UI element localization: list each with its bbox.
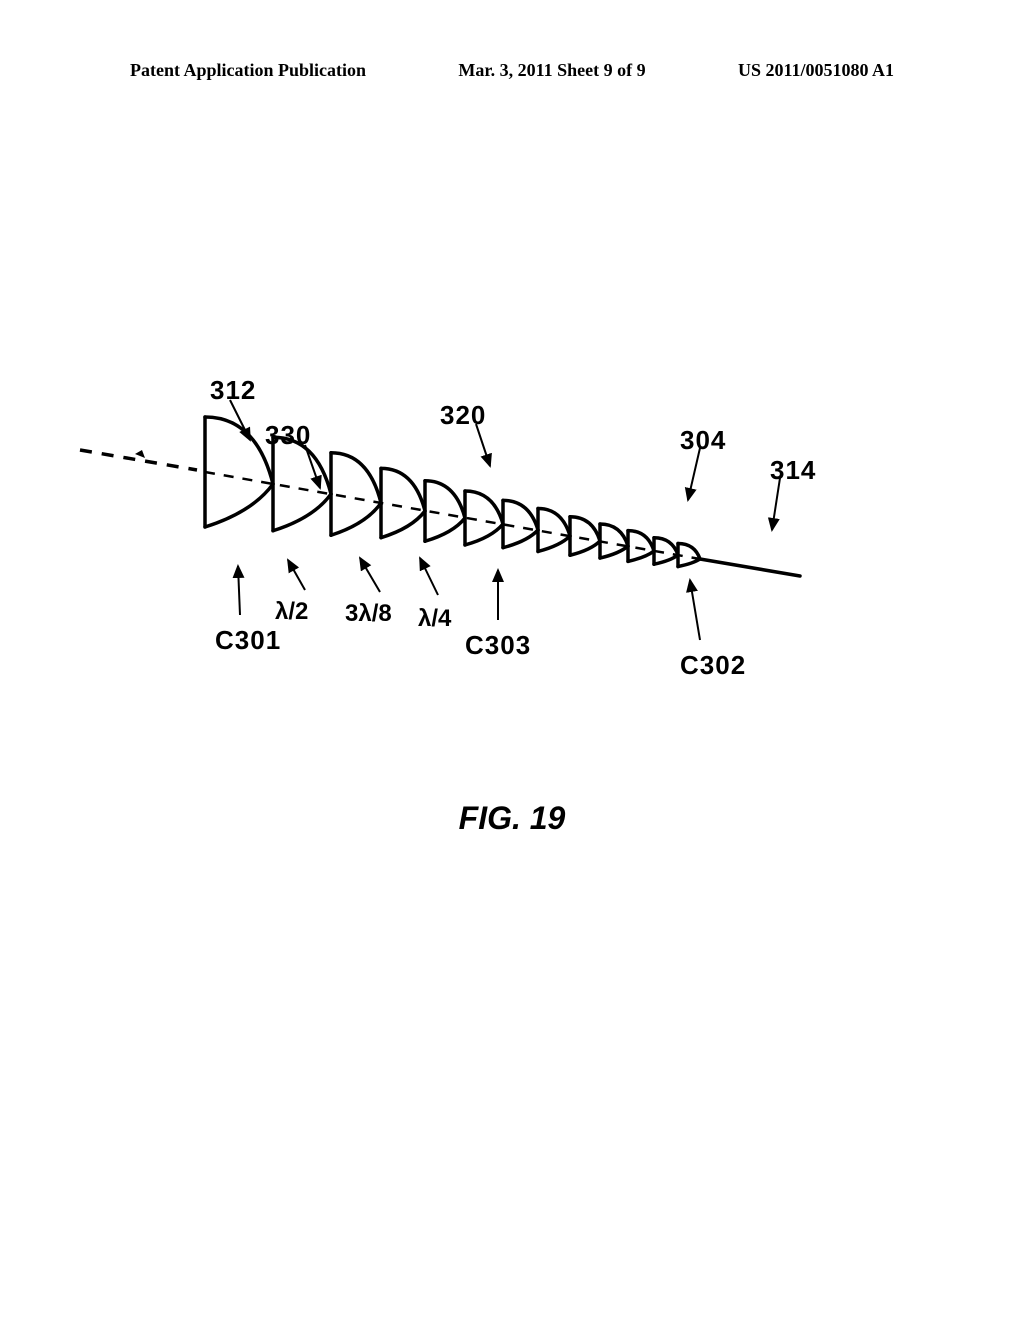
wave-lambda-quarter: λ/4 <box>418 605 451 633</box>
ref-C303: C303 <box>465 630 531 661</box>
ref-C302: C302 <box>680 650 746 681</box>
ref-330: 330 <box>265 420 311 451</box>
ref-314: 314 <box>770 455 816 486</box>
ref-C301: C301 <box>215 625 281 656</box>
ref-320: 320 <box>440 400 486 431</box>
figure-svg <box>0 0 1024 900</box>
ref-312: 312 <box>210 375 256 406</box>
wave-lambda-half: λ/2 <box>275 598 308 626</box>
wave-3lambda-8: 3λ/8 <box>345 600 392 628</box>
figure-caption: FIG. 19 <box>459 800 566 837</box>
ref-304: 304 <box>680 425 726 456</box>
